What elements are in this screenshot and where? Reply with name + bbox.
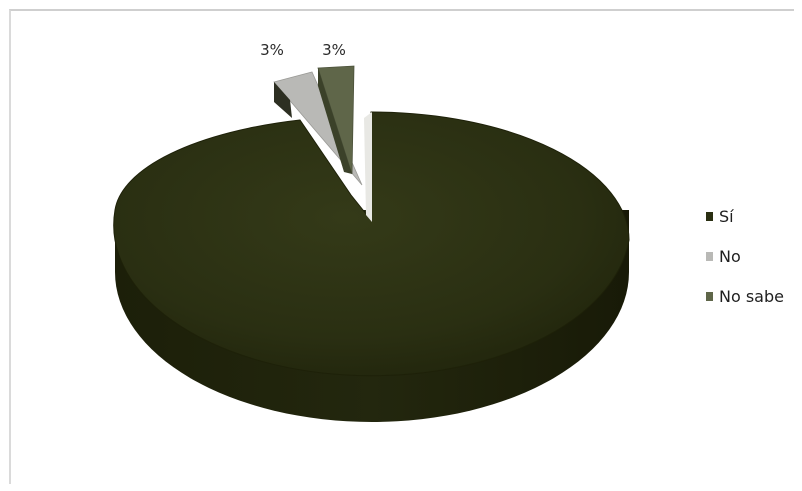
legend-swatch-no (706, 251, 713, 261)
pie-slice-nosabe-group (317, 65, 355, 175)
pie-slice-no-edge (274, 82, 292, 118)
legend-label-no-sabe: No sabe (719, 286, 784, 306)
pie-gap-highlight (364, 112, 372, 222)
legend-swatch-si (706, 211, 713, 221)
pie-slice-si (113, 111, 630, 377)
legend-label-no: No (719, 246, 741, 266)
legend-label-si: Sí (719, 206, 734, 226)
legend-item-si: Sí (706, 196, 798, 236)
legend-item-no-sabe: No sabe (706, 276, 798, 316)
data-label-no: 3% (260, 41, 284, 59)
chart-legend: Sí No No sabe (706, 196, 798, 316)
data-label-no-sabe: 3% (322, 41, 346, 59)
pie-slice-no-sabe-side (318, 68, 352, 174)
legend-swatch-no-sabe (706, 291, 713, 301)
pie-slices (113, 65, 630, 377)
data-labels: 3% 3% (260, 41, 346, 59)
legend-item-no: No (706, 236, 798, 276)
